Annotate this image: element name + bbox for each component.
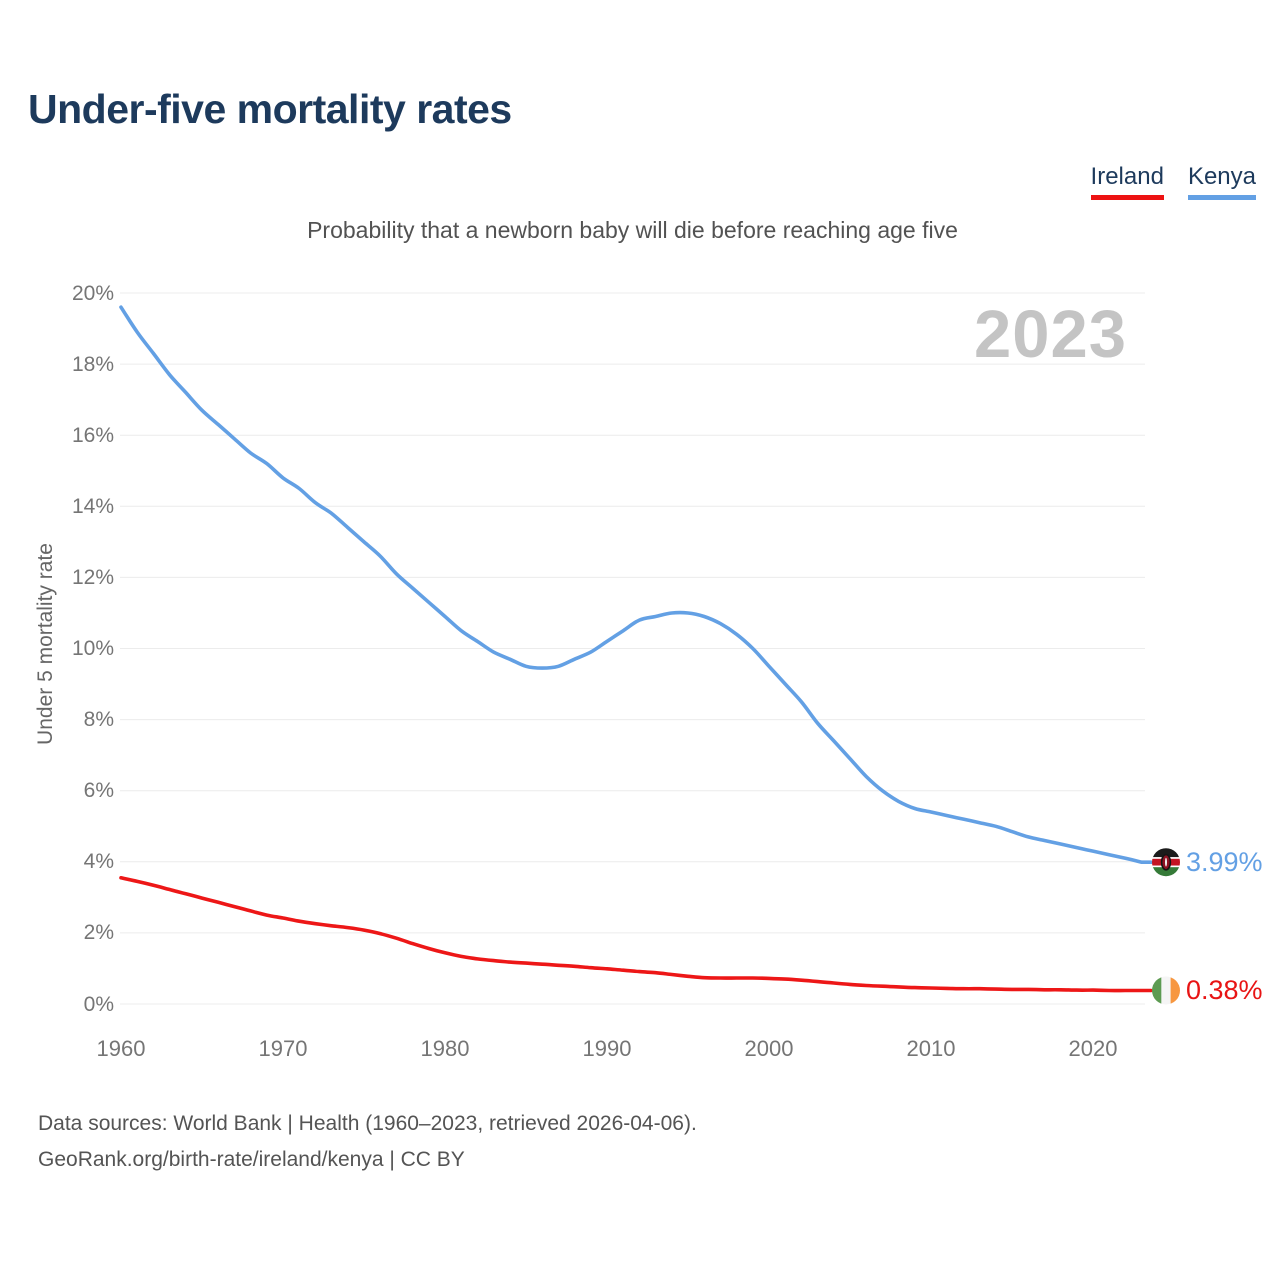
y-tick-label: 8% [83, 708, 114, 732]
legend-item-ireland[interactable]: Ireland [1090, 163, 1164, 201]
attribution-line: GeoRank.org/birth-rate/ireland/kenya | C… [38, 1148, 465, 1171]
y-tick-label: 0% [83, 992, 114, 1016]
ireland-flag-icon [1152, 976, 1180, 1005]
legend-label-kenya: Kenya [1187, 163, 1256, 190]
y-tick-label: 6% [83, 779, 114, 803]
x-tick-label: 2010 [906, 1036, 956, 1061]
series-line-kenya[interactable] [119, 305, 1153, 864]
x-tick-label: 1990 [582, 1036, 632, 1061]
y-tick-label: 20% [71, 281, 114, 305]
chart-legend: Ireland Kenya [1090, 163, 1256, 201]
data-source-line: Data sources: World Bank | Health (1960–… [38, 1112, 697, 1135]
legend-label-ireland: Ireland [1090, 163, 1164, 190]
year-watermark: 2023 [973, 297, 1127, 372]
series-line-ireland[interactable] [119, 876, 1153, 993]
y-tick-label: 4% [83, 850, 114, 874]
x-tick-label: 2000 [744, 1036, 794, 1061]
ireland-end-value-label: 0.38% [1186, 975, 1263, 1006]
page-title: Under-five mortality rates [28, 86, 512, 132]
chart-subtitle: Probability that a newborn baby will die… [307, 217, 958, 243]
x-tick-label: 2020 [1068, 1036, 1118, 1061]
x-tick-label: 1960 [96, 1036, 146, 1061]
y-tick-label: 12% [71, 565, 114, 589]
data-source-caption: Data sources: World Bank | Health (1960–… [38, 1106, 697, 1178]
series-lines [119, 305, 1153, 993]
y-tick-label: 14% [71, 494, 114, 518]
legend-item-kenya[interactable]: Kenya [1187, 163, 1256, 201]
y-tick-label: 16% [71, 423, 114, 447]
kenya-flag-icon [1152, 848, 1180, 877]
kenya-end-value-label: 3.99% [1186, 847, 1263, 878]
gridlines [120, 292, 1145, 1005]
y-tick-label: 10% [71, 637, 114, 660]
y-tick-label: 18% [71, 352, 114, 376]
x-tick-label: 1970 [258, 1036, 308, 1061]
x-tick-label: 1980 [420, 1036, 470, 1061]
y-tick-label: 2% [83, 921, 114, 945]
